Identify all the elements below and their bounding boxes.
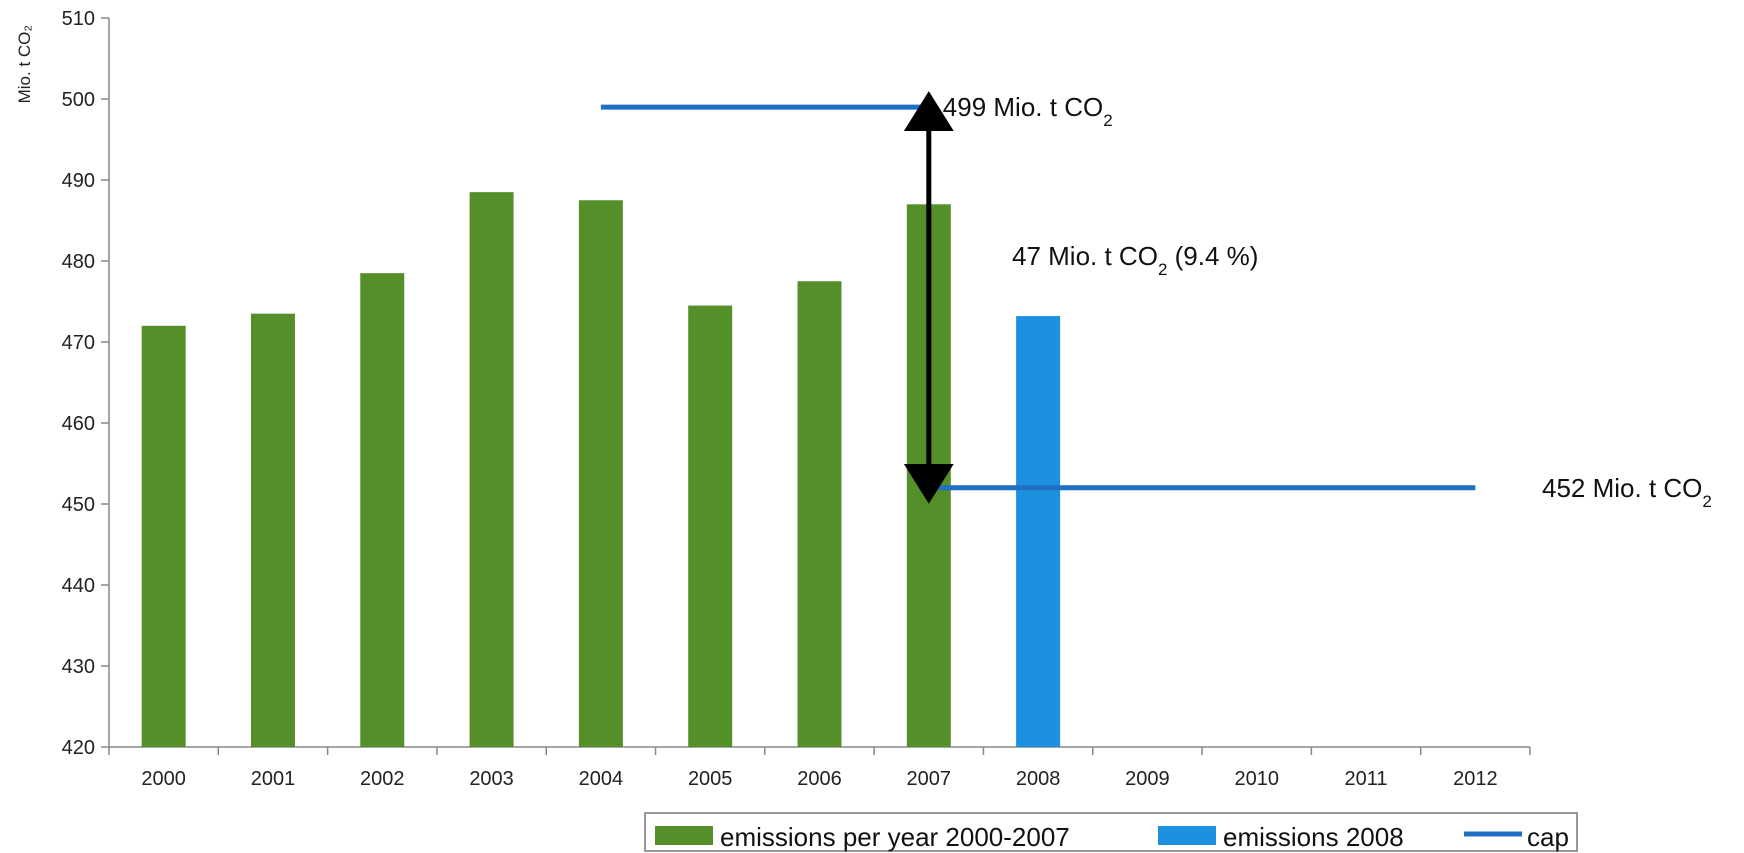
y-tick-label: 480 (62, 251, 95, 273)
x-tick-label: 2011 (1345, 768, 1388, 790)
y-tick-label: 450 (62, 494, 95, 516)
x-tick-label: 2000 (141, 768, 186, 790)
bars (141, 192, 1061, 748)
y-tick-label: 510 (62, 8, 95, 30)
y-tick-label: 420 (62, 737, 95, 759)
x-tick-label: 2003 (469, 768, 514, 790)
y-tick-label: 490 (62, 170, 95, 192)
annotation-cap-after: 452 Mio. t CO2 (1542, 473, 1712, 511)
legend-swatch-1 (1158, 826, 1216, 845)
bar-2002 (360, 273, 405, 747)
x-tick-label: 2007 (907, 768, 952, 790)
legend-label-1: emissions 2008 (1223, 822, 1404, 852)
axes: 420 430 440 450 460 470 480 490 500 510 2000 2001 20… (15, 8, 1531, 790)
x-tick-label: 2002 (360, 768, 405, 790)
y-tick-label: 470 (62, 332, 95, 354)
annotations: 499 Mio. t CO2 47 Mio. t CO2 (9.4 %) 452 M… (943, 92, 1712, 510)
x-tick-label: 2010 (1234, 768, 1279, 790)
legend-label-2: cap (1527, 822, 1569, 852)
y-axis-label: Mio. t CO₂ (15, 25, 34, 103)
y-tick-label: 440 (62, 575, 95, 597)
bar-2006 (797, 281, 842, 747)
x-tick-label: 2008 (1016, 768, 1061, 790)
bar-2000 (141, 325, 186, 747)
legend: emissions per year 2000-2007 emissions 20… (644, 812, 1578, 852)
legend-box (644, 812, 1578, 852)
annotation-cap-before: 499 Mio. t CO2 (943, 92, 1113, 130)
x-tick-label: 2012 (1453, 768, 1498, 790)
legend-label-0: emissions per year 2000-2007 (720, 822, 1070, 852)
x-tick-label: 2005 (688, 768, 733, 790)
x-tick-label: 2001 (251, 768, 296, 790)
cap-lines (600, 91, 1476, 504)
bar-2001 (250, 313, 295, 747)
y-tick-label: 430 (62, 656, 95, 678)
x-tick-label: 2006 (797, 768, 842, 790)
bar-2003 (469, 192, 514, 747)
legend-swatch-0 (655, 826, 713, 845)
annotation-reduction: 47 Mio. t CO2 (9.4 %) (1012, 241, 1258, 279)
y-tick-label: 460 (62, 413, 95, 435)
bar-2005 (688, 305, 733, 747)
x-tick-label: 2009 (1125, 768, 1170, 790)
bar-2004 (578, 200, 623, 747)
y-tick-label: 500 (62, 89, 95, 111)
x-tick-label: 2004 (579, 768, 624, 790)
bar-2008 (1016, 316, 1061, 747)
